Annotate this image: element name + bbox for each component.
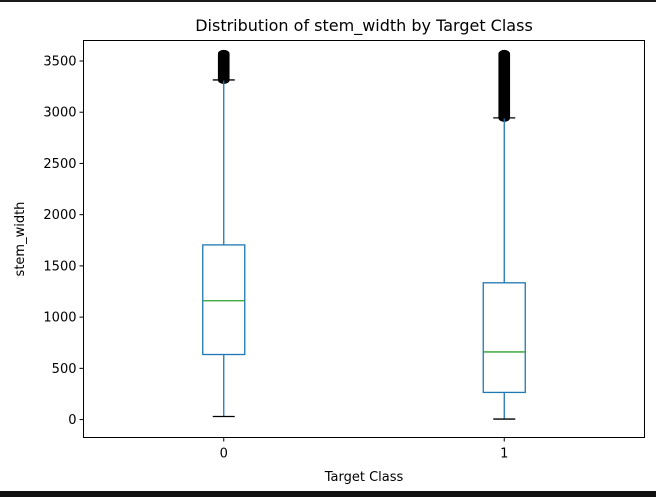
- y-tick-label: 2000: [43, 208, 76, 223]
- y-tick-label: 3500: [43, 54, 76, 69]
- iqr-box: [482, 282, 526, 394]
- plot-area: [202, 49, 526, 420]
- outlier-point: [498, 49, 511, 58]
- x-tick-label: 1: [500, 447, 508, 462]
- y-tick-label: 2500: [43, 157, 76, 172]
- outlier-point: [217, 49, 230, 58]
- y-tick-label: 1000: [43, 311, 76, 326]
- y-tick-label: 0: [68, 413, 76, 428]
- y-axis-label: stem_width: [13, 202, 28, 277]
- y-tick-label: 3000: [43, 106, 76, 121]
- x-axis-label: Target Class: [324, 470, 404, 485]
- axes-frame: [83, 40, 645, 438]
- chart-title: Distribution of stem_width by Target Cla…: [195, 16, 533, 36]
- y-axis: 0 500 1000 1500 2000 2500 3000 3500: [43, 54, 84, 428]
- y-tick-label: 1500: [43, 259, 76, 274]
- y-tick-label: 500: [52, 362, 77, 377]
- box-group-1: [482, 49, 526, 420]
- x-tick-label: 0: [220, 447, 228, 462]
- box-group-0: [202, 49, 246, 418]
- iqr-box: [202, 244, 246, 356]
